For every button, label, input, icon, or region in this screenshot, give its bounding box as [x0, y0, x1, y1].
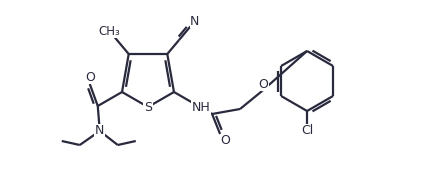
Text: NH: NH — [191, 101, 210, 114]
Text: Cl: Cl — [300, 125, 313, 137]
Text: O: O — [258, 78, 267, 90]
Text: O: O — [220, 135, 230, 148]
Text: O: O — [85, 71, 95, 83]
Text: N: N — [190, 15, 199, 28]
Text: N: N — [95, 125, 104, 137]
Text: CH₃: CH₃ — [98, 25, 120, 37]
Text: S: S — [144, 100, 152, 114]
